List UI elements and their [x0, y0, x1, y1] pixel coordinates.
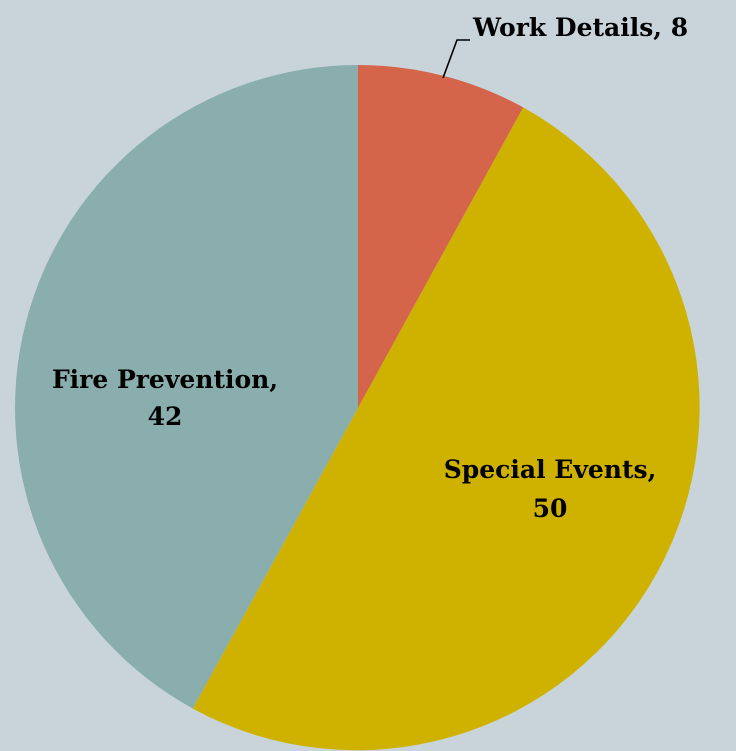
work-details-label: Work Details, 8 [472, 13, 688, 42]
pie-slice-fire-prevention [15, 65, 359, 709]
fire-prevention-label-line-1: Fire Prevention, [52, 365, 278, 394]
pie-slice-special-events [192, 107, 700, 751]
fire-prevention-label-value: 42 [148, 402, 183, 431]
special-events-label-line-1: Special Events, [444, 455, 657, 484]
special-events-label-value: 50 [533, 494, 568, 523]
pie-labels: Work Details, 8 Special Events, 50 Fire … [52, 13, 688, 523]
pie-slice-work-details [358, 65, 524, 408]
work-details-leader-line [442, 39, 470, 79]
pie-slices [15, 65, 700, 751]
